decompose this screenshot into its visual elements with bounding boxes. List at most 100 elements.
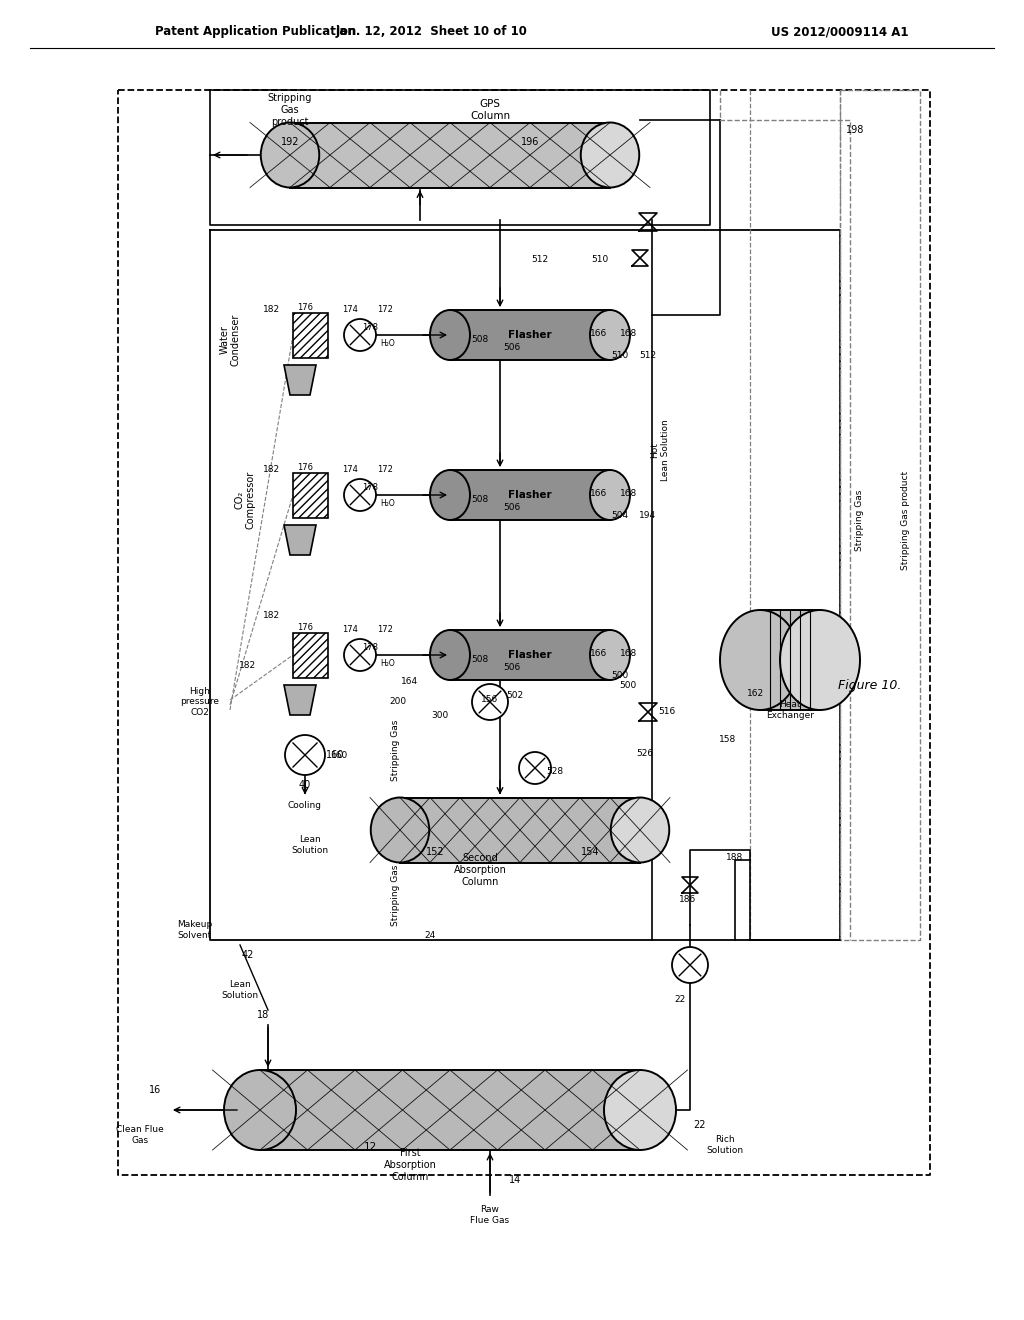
- Text: 182: 182: [263, 466, 281, 474]
- Text: 176: 176: [297, 462, 313, 471]
- Text: 508: 508: [471, 495, 488, 504]
- Text: 194: 194: [639, 511, 656, 520]
- Text: Stripping Gas: Stripping Gas: [855, 490, 864, 550]
- Ellipse shape: [590, 310, 630, 360]
- Text: 188: 188: [726, 854, 743, 862]
- Text: Stripping Gas product: Stripping Gas product: [900, 470, 909, 569]
- Circle shape: [672, 946, 708, 983]
- Text: Flasher: Flasher: [508, 330, 552, 341]
- Text: Rich
Solution: Rich Solution: [707, 1135, 743, 1155]
- Circle shape: [344, 319, 376, 351]
- Text: 186: 186: [679, 895, 696, 904]
- Text: 40: 40: [299, 780, 311, 789]
- Text: Heat
Exchanger: Heat Exchanger: [766, 701, 814, 719]
- Text: 152: 152: [426, 847, 444, 857]
- Text: 166: 166: [590, 329, 607, 338]
- Text: 18: 18: [257, 1010, 269, 1020]
- Text: 510: 510: [592, 256, 608, 264]
- Text: Stripping Gas: Stripping Gas: [390, 865, 399, 925]
- Text: 502: 502: [507, 690, 523, 700]
- Text: Stripping Gas: Stripping Gas: [390, 719, 399, 780]
- Text: 506: 506: [504, 342, 520, 351]
- Text: Stripping
Gas
product: Stripping Gas product: [268, 94, 312, 127]
- Text: 168: 168: [620, 329, 637, 338]
- Ellipse shape: [430, 470, 470, 520]
- Text: 172: 172: [377, 466, 393, 474]
- Circle shape: [519, 752, 551, 784]
- Bar: [450, 630, 610, 680]
- Ellipse shape: [590, 470, 630, 520]
- Bar: [290, 123, 610, 187]
- Text: 504: 504: [611, 511, 629, 520]
- Text: 512: 512: [639, 351, 656, 359]
- Text: 182: 182: [263, 610, 281, 619]
- Polygon shape: [284, 366, 316, 395]
- Ellipse shape: [261, 123, 319, 187]
- Text: 526: 526: [637, 750, 653, 759]
- Text: 174: 174: [342, 305, 358, 314]
- Text: 16: 16: [148, 1085, 161, 1096]
- Circle shape: [344, 479, 376, 511]
- Ellipse shape: [590, 630, 630, 680]
- Text: 174: 174: [342, 466, 358, 474]
- Bar: [293, 632, 328, 677]
- Text: 500: 500: [611, 671, 629, 680]
- Text: 178: 178: [362, 643, 378, 652]
- Text: Makeup
Solvent: Makeup Solvent: [177, 920, 213, 940]
- Text: 178: 178: [362, 483, 378, 491]
- Ellipse shape: [581, 123, 639, 187]
- Text: 166: 166: [590, 488, 607, 498]
- Text: 506: 506: [504, 663, 520, 672]
- Text: H₂O: H₂O: [381, 499, 395, 507]
- Text: 22: 22: [693, 1119, 707, 1130]
- Text: 164: 164: [401, 677, 419, 686]
- Text: Cooling: Cooling: [288, 800, 322, 809]
- Ellipse shape: [604, 1071, 676, 1150]
- Ellipse shape: [780, 610, 860, 710]
- Bar: [450, 470, 610, 520]
- Text: 508: 508: [471, 335, 488, 345]
- Ellipse shape: [224, 1071, 296, 1150]
- Bar: [293, 473, 328, 517]
- Text: 160: 160: [332, 751, 348, 759]
- Text: GPS
Column: GPS Column: [470, 99, 510, 121]
- Text: Flasher: Flasher: [508, 649, 552, 660]
- Text: High
pressure
CO2: High pressure CO2: [180, 688, 219, 717]
- Ellipse shape: [430, 310, 470, 360]
- Polygon shape: [284, 525, 316, 554]
- Ellipse shape: [371, 797, 429, 862]
- Ellipse shape: [720, 610, 800, 710]
- Text: 168: 168: [620, 488, 637, 498]
- Text: 196: 196: [521, 137, 540, 147]
- Text: 528: 528: [547, 767, 563, 776]
- Text: 510: 510: [611, 351, 629, 359]
- Text: Jan. 12, 2012  Sheet 10 of 10: Jan. 12, 2012 Sheet 10 of 10: [336, 25, 528, 38]
- Text: Patent Application Publication: Patent Application Publication: [155, 25, 356, 38]
- Text: 200: 200: [389, 697, 407, 706]
- Text: Flasher: Flasher: [508, 490, 552, 500]
- Text: 168: 168: [620, 648, 637, 657]
- Text: 178: 178: [362, 322, 378, 331]
- Text: 166: 166: [590, 648, 607, 657]
- Text: 24: 24: [424, 931, 435, 940]
- Text: 174: 174: [342, 626, 358, 635]
- Text: Lean
Solution: Lean Solution: [292, 836, 329, 855]
- Text: CO₂
Compressor: CO₂ Compressor: [234, 471, 256, 529]
- Text: Water
Condenser: Water Condenser: [219, 314, 241, 366]
- Text: 508: 508: [471, 656, 488, 664]
- Text: H₂O: H₂O: [381, 659, 395, 668]
- Text: Second
Absorption
Column: Second Absorption Column: [454, 854, 507, 887]
- Text: 500: 500: [620, 681, 637, 689]
- Text: 512: 512: [531, 256, 549, 264]
- Text: 158: 158: [720, 735, 736, 744]
- Text: Raw
Flue Gas: Raw Flue Gas: [470, 1205, 510, 1225]
- Text: 182: 182: [240, 660, 257, 669]
- Text: 300: 300: [431, 711, 449, 721]
- Text: Hot
Lean Solution: Hot Lean Solution: [650, 420, 670, 480]
- Circle shape: [344, 639, 376, 671]
- Text: 172: 172: [377, 626, 393, 635]
- Circle shape: [285, 735, 325, 775]
- Text: 198: 198: [846, 125, 864, 135]
- Text: 516: 516: [658, 708, 676, 717]
- Text: Lean
Solution: Lean Solution: [221, 981, 259, 999]
